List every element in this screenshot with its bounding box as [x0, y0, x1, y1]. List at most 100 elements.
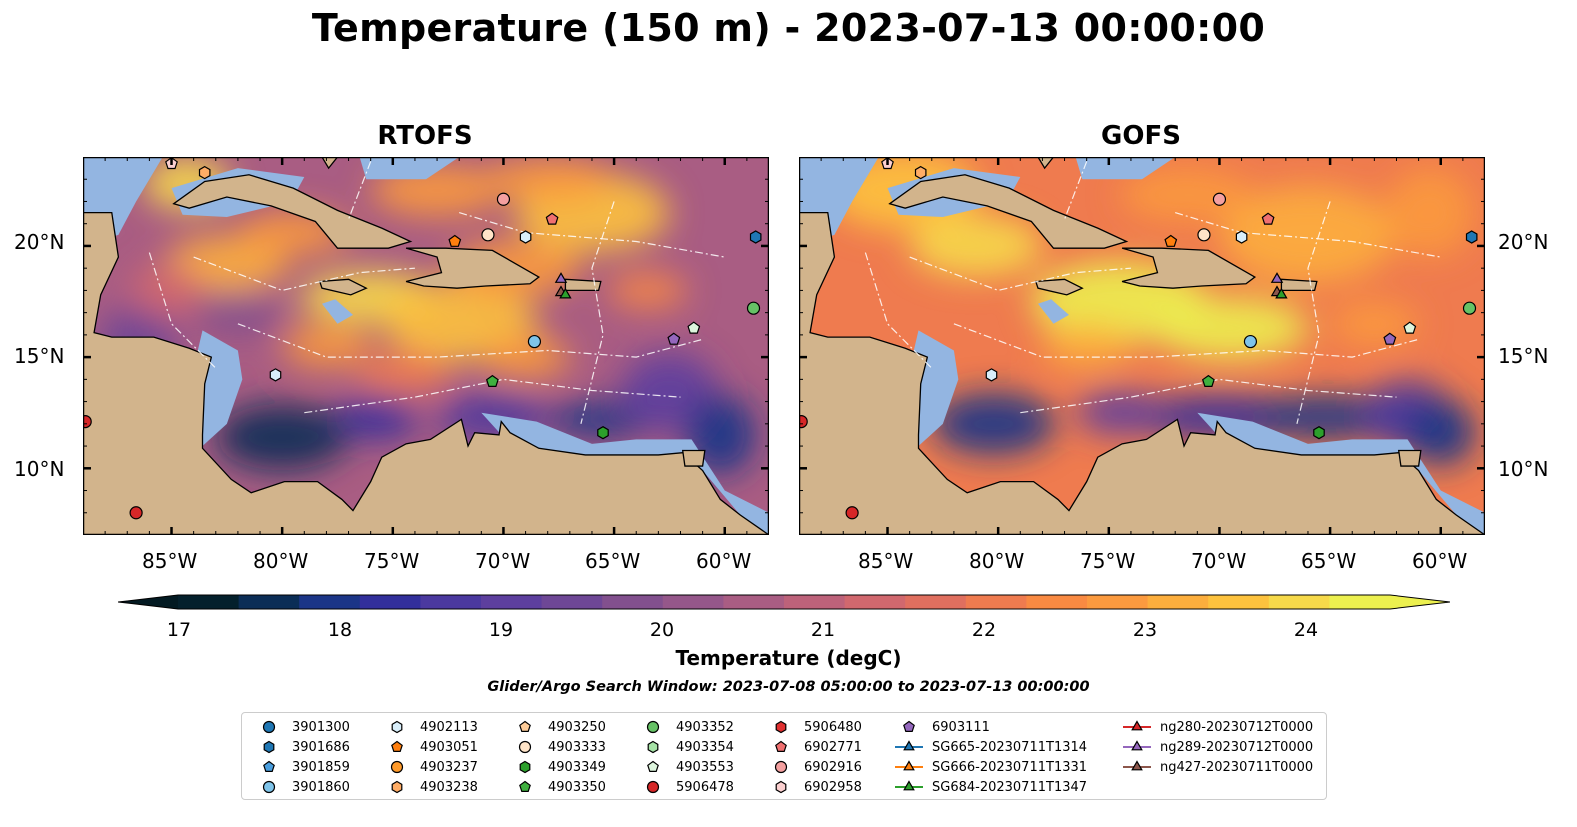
legend-label: 4903553 [676, 759, 734, 775]
circle-marker-icon [262, 720, 276, 734]
hexagon-marker-icon [391, 780, 403, 794]
legend-item: ng427-20230711T0000 [1122, 757, 1313, 777]
legend-label: ng280-20230712T0000 [1160, 719, 1314, 735]
legend-item: ng289-20230712T0000 [1122, 737, 1313, 757]
legend-label: ng427-20230711T0000 [1160, 759, 1314, 775]
colorbar-band [723, 595, 785, 609]
circle-marker-icon [518, 740, 532, 754]
observation-marker [485, 374, 499, 387]
legend-item: 4903349 [510, 757, 606, 777]
lon-tick-80w-left: 80°W [253, 549, 309, 573]
colorbar-band [541, 595, 603, 609]
legend-item: 3901860 [254, 777, 350, 797]
legend-label: 4903051 [420, 739, 478, 755]
hexagon-marker-icon [263, 740, 275, 754]
colorbar [117, 594, 1451, 624]
observation-marker [481, 228, 495, 242]
triangle-marker-icon [895, 780, 923, 791]
colorbar-band [178, 595, 240, 609]
colorbar-tick: 19 [488, 619, 514, 641]
observation-marker [1212, 192, 1227, 206]
observation-marker [1197, 228, 1211, 242]
colorbar-band [1026, 595, 1088, 609]
circle-marker-icon [774, 760, 788, 774]
legend-label: 4903349 [548, 759, 606, 775]
observation-marker [1261, 212, 1275, 225]
observation-marker [1462, 301, 1477, 315]
colorbar-tick: 22 [971, 619, 997, 641]
colorbar-band [1329, 595, 1391, 609]
pentagon-marker-icon [519, 720, 531, 732]
lon-tick-80w-right: 80°W [969, 549, 1025, 573]
observation-marker [269, 368, 282, 382]
legend-item: 6902916 [766, 757, 862, 777]
lat-tick-15n-right: 15°N [1498, 344, 1549, 368]
colorbar-min-extend [118, 595, 178, 609]
legend-item: 6903111 [894, 717, 990, 737]
pentagon-marker-icon [391, 740, 403, 752]
lon-tick-65w-right: 65°W [1301, 549, 1357, 573]
observation-marker [559, 287, 572, 299]
legend-item: 4903354 [638, 737, 734, 757]
rtofs-map-canvas [83, 157, 769, 535]
legend-label: 5906478 [676, 779, 734, 795]
lon-tick-70w-left: 70°W [475, 549, 531, 573]
legend-label: 4903237 [420, 759, 478, 775]
colorbar-band [1087, 595, 1149, 609]
observation-marker [496, 192, 511, 206]
colorbar-tick: 18 [327, 619, 353, 641]
legend-item: 3901300 [254, 717, 350, 737]
colorbar-band [965, 595, 1027, 609]
figure-title: Temperature (150 m) - 2023-07-13 00:00:0… [311, 6, 1266, 50]
circle-marker-icon [390, 760, 404, 774]
observation-marker [845, 506, 859, 520]
circle-marker-icon [262, 780, 276, 794]
observation-marker [519, 230, 532, 244]
legend-item: 6902958 [766, 777, 862, 797]
legend-item: 5906480 [766, 717, 862, 737]
colorbar-band [602, 595, 664, 609]
gofs-map-canvas [799, 157, 1485, 535]
observation-marker [914, 165, 927, 180]
hexagon-marker-icon [519, 760, 531, 774]
observation-marker [1275, 287, 1288, 299]
pentagon-marker-icon [263, 760, 275, 772]
triangle-marker-icon [1123, 740, 1151, 751]
lon-tick-85w-right: 85°W [858, 549, 914, 573]
observation-marker [1465, 230, 1478, 244]
lat-tick-10n-right: 10°N [1498, 457, 1549, 481]
lat-tick-15n-left: 15°N [14, 344, 65, 368]
colorbar-band [238, 595, 300, 609]
legend-label: 3901300 [292, 719, 350, 735]
legend-label: 4903354 [676, 739, 734, 755]
legend-item: 4903250 [510, 717, 606, 737]
colorbar-band [359, 595, 421, 609]
observation-marker [554, 272, 568, 283]
lon-tick-60w-right: 60°W [1412, 549, 1468, 573]
hexagon-marker-icon [647, 740, 659, 754]
legend-label: 6903111 [932, 719, 990, 735]
legend-label: SG684-20230711T1347 [932, 779, 1088, 795]
circle-marker-icon [646, 720, 660, 734]
legend-label: 3901859 [292, 759, 350, 775]
observation-marker [1243, 334, 1258, 349]
observation-marker [1403, 321, 1417, 334]
legend-label: 4903238 [420, 779, 478, 795]
legend-label: ng289-20230712T0000 [1160, 739, 1314, 755]
lon-tick-75w-right: 75°W [1080, 549, 1136, 573]
lon-tick-70w-right: 70°W [1191, 549, 1247, 573]
pentagon-marker-icon [647, 760, 659, 772]
triangle-marker-icon [895, 740, 923, 751]
legend-item: 6902771 [766, 737, 862, 757]
triangle-marker-icon [1123, 760, 1151, 771]
colorbar-band [784, 595, 846, 609]
legend-item: 4903238 [382, 777, 478, 797]
observation-marker [597, 426, 609, 440]
colorbar-band [1268, 595, 1330, 609]
lon-tick-60w-left: 60°W [696, 549, 752, 573]
colorbar-tick: 17 [166, 619, 192, 641]
observation-marker [1235, 230, 1248, 244]
legend-item: 4903553 [638, 757, 734, 777]
observation-marker [129, 506, 143, 520]
circle-marker-icon [646, 780, 660, 794]
